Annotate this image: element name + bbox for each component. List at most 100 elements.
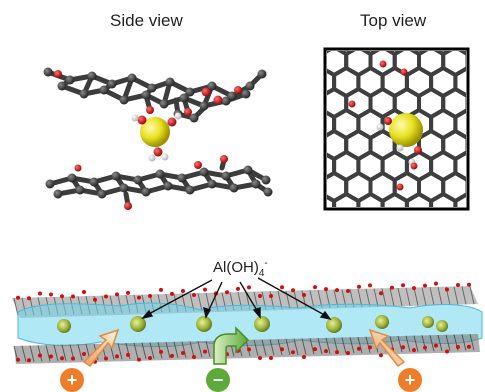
- oxygen-dot: [27, 358, 31, 363]
- ion-label-subscript: 4: [258, 268, 265, 279]
- negative-charge-middle-text: −: [213, 370, 224, 390]
- oxygen-dot: [302, 293, 306, 297]
- hexagon-cell: [465, 52, 466, 70]
- oxygen-dot: [280, 285, 284, 290]
- oxygen-dot: [258, 294, 262, 298]
- top-view-aluminate-ion: [348, 60, 423, 191]
- oxygen-dot: [412, 286, 416, 291]
- hexagon-cell: [395, 215, 419, 243]
- oxygen-dot: [291, 350, 295, 355]
- oxygen-dot: [412, 348, 416, 353]
- oxygen-dot: [324, 287, 328, 292]
- oxygen-dot: [401, 283, 405, 288]
- oxygen-dot: [379, 291, 383, 296]
- negative-charge-middle: −: [206, 368, 230, 392]
- oxygen-dot: [170, 353, 174, 358]
- side-view-molecule: [43, 67, 273, 210]
- oxygen-dot: [467, 344, 471, 349]
- oxygen-dot: [434, 343, 438, 348]
- hexagon-cell: [480, 68, 485, 96]
- positive-charge-right-text: +: [405, 370, 416, 390]
- hexagon-cell: [480, 194, 485, 222]
- positive-charge-left: +: [60, 368, 84, 392]
- oxygen-dot: [236, 286, 240, 291]
- oxygen-dot: [82, 290, 86, 294]
- positive-charge-right: +: [398, 368, 422, 392]
- ion-marker: [57, 319, 71, 333]
- oxygen-dot: [16, 357, 20, 362]
- oxygen-dot: [357, 284, 361, 289]
- oxygen-dot: [82, 352, 86, 356]
- oxygen-dot: [49, 354, 53, 359]
- oxygen-dot: [434, 281, 438, 286]
- oxygen-dot: [181, 289, 185, 293]
- hexagon-cell: [480, 152, 485, 180]
- lower-sheet-oxygen-atoms: [74, 155, 228, 210]
- oxygen-dot: [126, 352, 130, 357]
- ion-marker: [326, 317, 342, 333]
- oxygen-dot: [247, 347, 251, 352]
- oxygen-dot: [335, 350, 339, 355]
- hexagon-cell: [465, 94, 466, 112]
- oxygen-dot: [203, 349, 207, 354]
- upper-sheet-oxygen-atoms: [54, 70, 242, 116]
- central-aluminate-ion: [131, 112, 182, 162]
- oxygen-dot: [159, 287, 163, 292]
- ion-marker: [436, 320, 448, 332]
- hexagon-cell: [465, 178, 466, 196]
- oxygen-dot: [137, 295, 141, 300]
- oxygen-dot: [148, 356, 152, 360]
- hexagon-cell: [468, 215, 485, 243]
- oxygen-dot: [368, 345, 372, 350]
- oxygen-dot: [126, 290, 130, 295]
- oxygen-dot: [324, 349, 328, 354]
- hexagon-cell: [380, 191, 409, 207]
- oxygen-dot: [148, 294, 152, 298]
- oxygen-dot: [302, 355, 306, 359]
- oxygen-dot: [445, 349, 449, 354]
- oxygen-dot: [181, 351, 185, 355]
- top-view-panel: [322, 26, 485, 243]
- intercalated-ions: [57, 315, 448, 333]
- oxygen-dot: [346, 351, 350, 355]
- ion-label: Al(OH)4-: [213, 258, 268, 279]
- hexagon-cell: [480, 26, 485, 54]
- oxygen-dot: [104, 356, 108, 361]
- oxygen-dot: [379, 353, 383, 358]
- oxygen-dot: [390, 285, 394, 290]
- hexagon-cell: [419, 215, 443, 243]
- hexagon-cell: [480, 110, 485, 138]
- oxygen-dot: [60, 294, 64, 299]
- hexagon-cell: [404, 191, 434, 207]
- hexagon-cell: [465, 136, 466, 154]
- ion-marker: [130, 316, 146, 332]
- top-view-hexagon-grid: [322, 26, 485, 243]
- oxygen-dot: [170, 291, 174, 296]
- hexagon-cell: [322, 215, 346, 243]
- oxygen-dot: [115, 292, 119, 297]
- ion-label-superscript: -: [264, 258, 268, 269]
- ion-marker: [196, 316, 212, 332]
- side-view-title: Side view: [110, 11, 183, 30]
- oxygen-dot: [456, 283, 460, 287]
- lower-graphene-sheet: [47, 157, 271, 208]
- oxygen-dot: [49, 292, 53, 297]
- intercalation-layer: + − +: [12, 277, 483, 392]
- oxygen-dot: [313, 285, 317, 290]
- upper-sheet-carbon-atoms: [43, 67, 267, 123]
- oxygen-dot: [456, 345, 460, 349]
- oxygen-dot: [269, 356, 273, 360]
- oxygen-dot: [60, 356, 64, 361]
- ion-marker: [375, 315, 389, 329]
- oxygen-dot: [258, 356, 262, 360]
- hexagon-cell: [332, 191, 361, 207]
- oxygen-dot: [71, 356, 75, 361]
- oxygen-dot: [313, 347, 317, 352]
- oxygen-dot: [104, 294, 108, 299]
- oxygen-dot: [247, 285, 251, 290]
- ion-marker: [422, 316, 434, 328]
- oxygen-dot: [38, 353, 42, 358]
- upper-layer-oxygen-dots: [16, 281, 471, 302]
- oxygen-dot: [93, 297, 97, 302]
